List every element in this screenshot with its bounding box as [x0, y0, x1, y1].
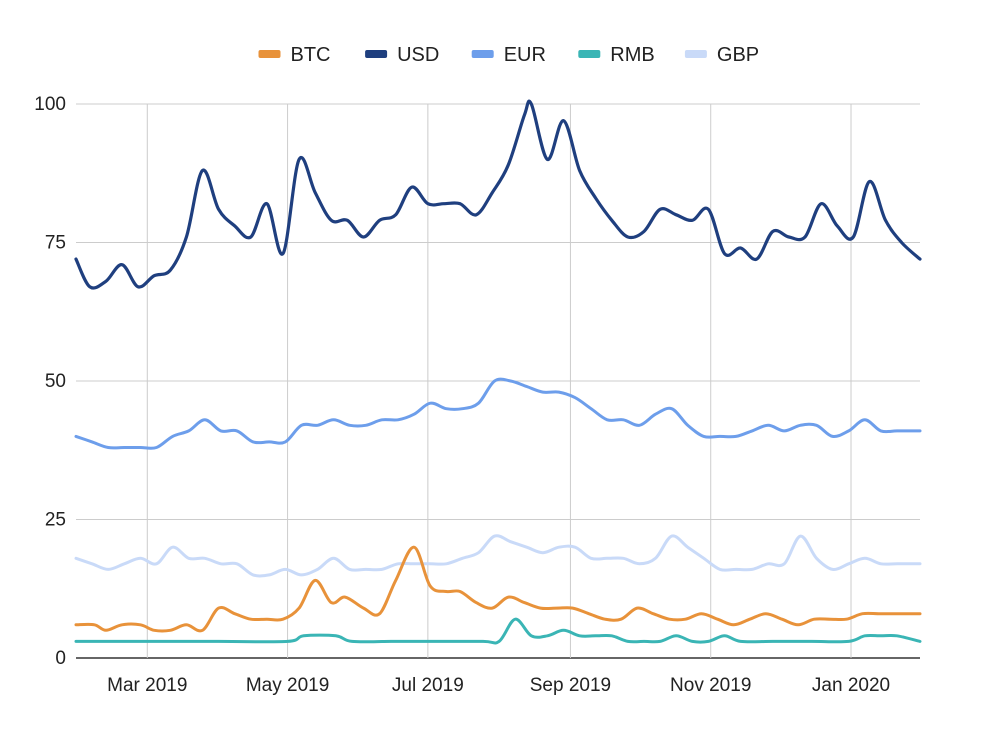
legend-swatch: [258, 50, 281, 58]
y-tick-label: 50: [45, 371, 66, 392]
legend-swatch: [471, 50, 494, 58]
legend-item-rmb[interactable]: RMB: [578, 44, 655, 66]
x-tick-label: Mar 2019: [107, 675, 187, 696]
legend-item-eur[interactable]: EUR: [471, 44, 546, 66]
series-line-rmb: [74, 617, 922, 645]
legend-label: BTC: [291, 44, 331, 66]
series-line-btc: [74, 545, 922, 633]
y-tick-label: 75: [45, 233, 66, 254]
x-tick-label: Sep 2019: [530, 675, 611, 696]
series-lines: [74, 99, 922, 645]
legend-label: EUR: [504, 44, 546, 66]
x-tick-label: Jan 2020: [812, 675, 890, 696]
series-line-gbp: [74, 534, 922, 578]
x-tick-label: May 2019: [246, 675, 329, 696]
y-tick-label: 0: [55, 648, 66, 669]
y-tick-label: 100: [34, 94, 66, 115]
y-tick-label: 25: [45, 510, 66, 531]
legend-item-usd[interactable]: USD: [365, 44, 439, 66]
legend-label: GBP: [717, 44, 759, 66]
series-line-eur: [74, 377, 922, 450]
legend-item-btc[interactable]: BTC: [258, 44, 331, 66]
axes: 0 25 50 75 100 Mar 2019 May 2019 Jul 2019 Sep 20…: [34, 94, 890, 696]
legend-swatch: [578, 50, 601, 58]
legend-swatch: [684, 50, 707, 58]
grid: [76, 103, 920, 659]
legend-item-gbp[interactable]: GBP: [684, 44, 759, 66]
x-tick-label: Nov 2019: [670, 675, 751, 696]
legend-label: USD: [397, 44, 439, 66]
legend-swatch: [365, 50, 388, 58]
legend: BTC USD EUR RMB GBP: [258, 44, 759, 66]
x-tick-label: Jul 2019: [392, 675, 464, 696]
series-line-usd: [74, 99, 922, 290]
legend-label: RMB: [610, 44, 654, 66]
